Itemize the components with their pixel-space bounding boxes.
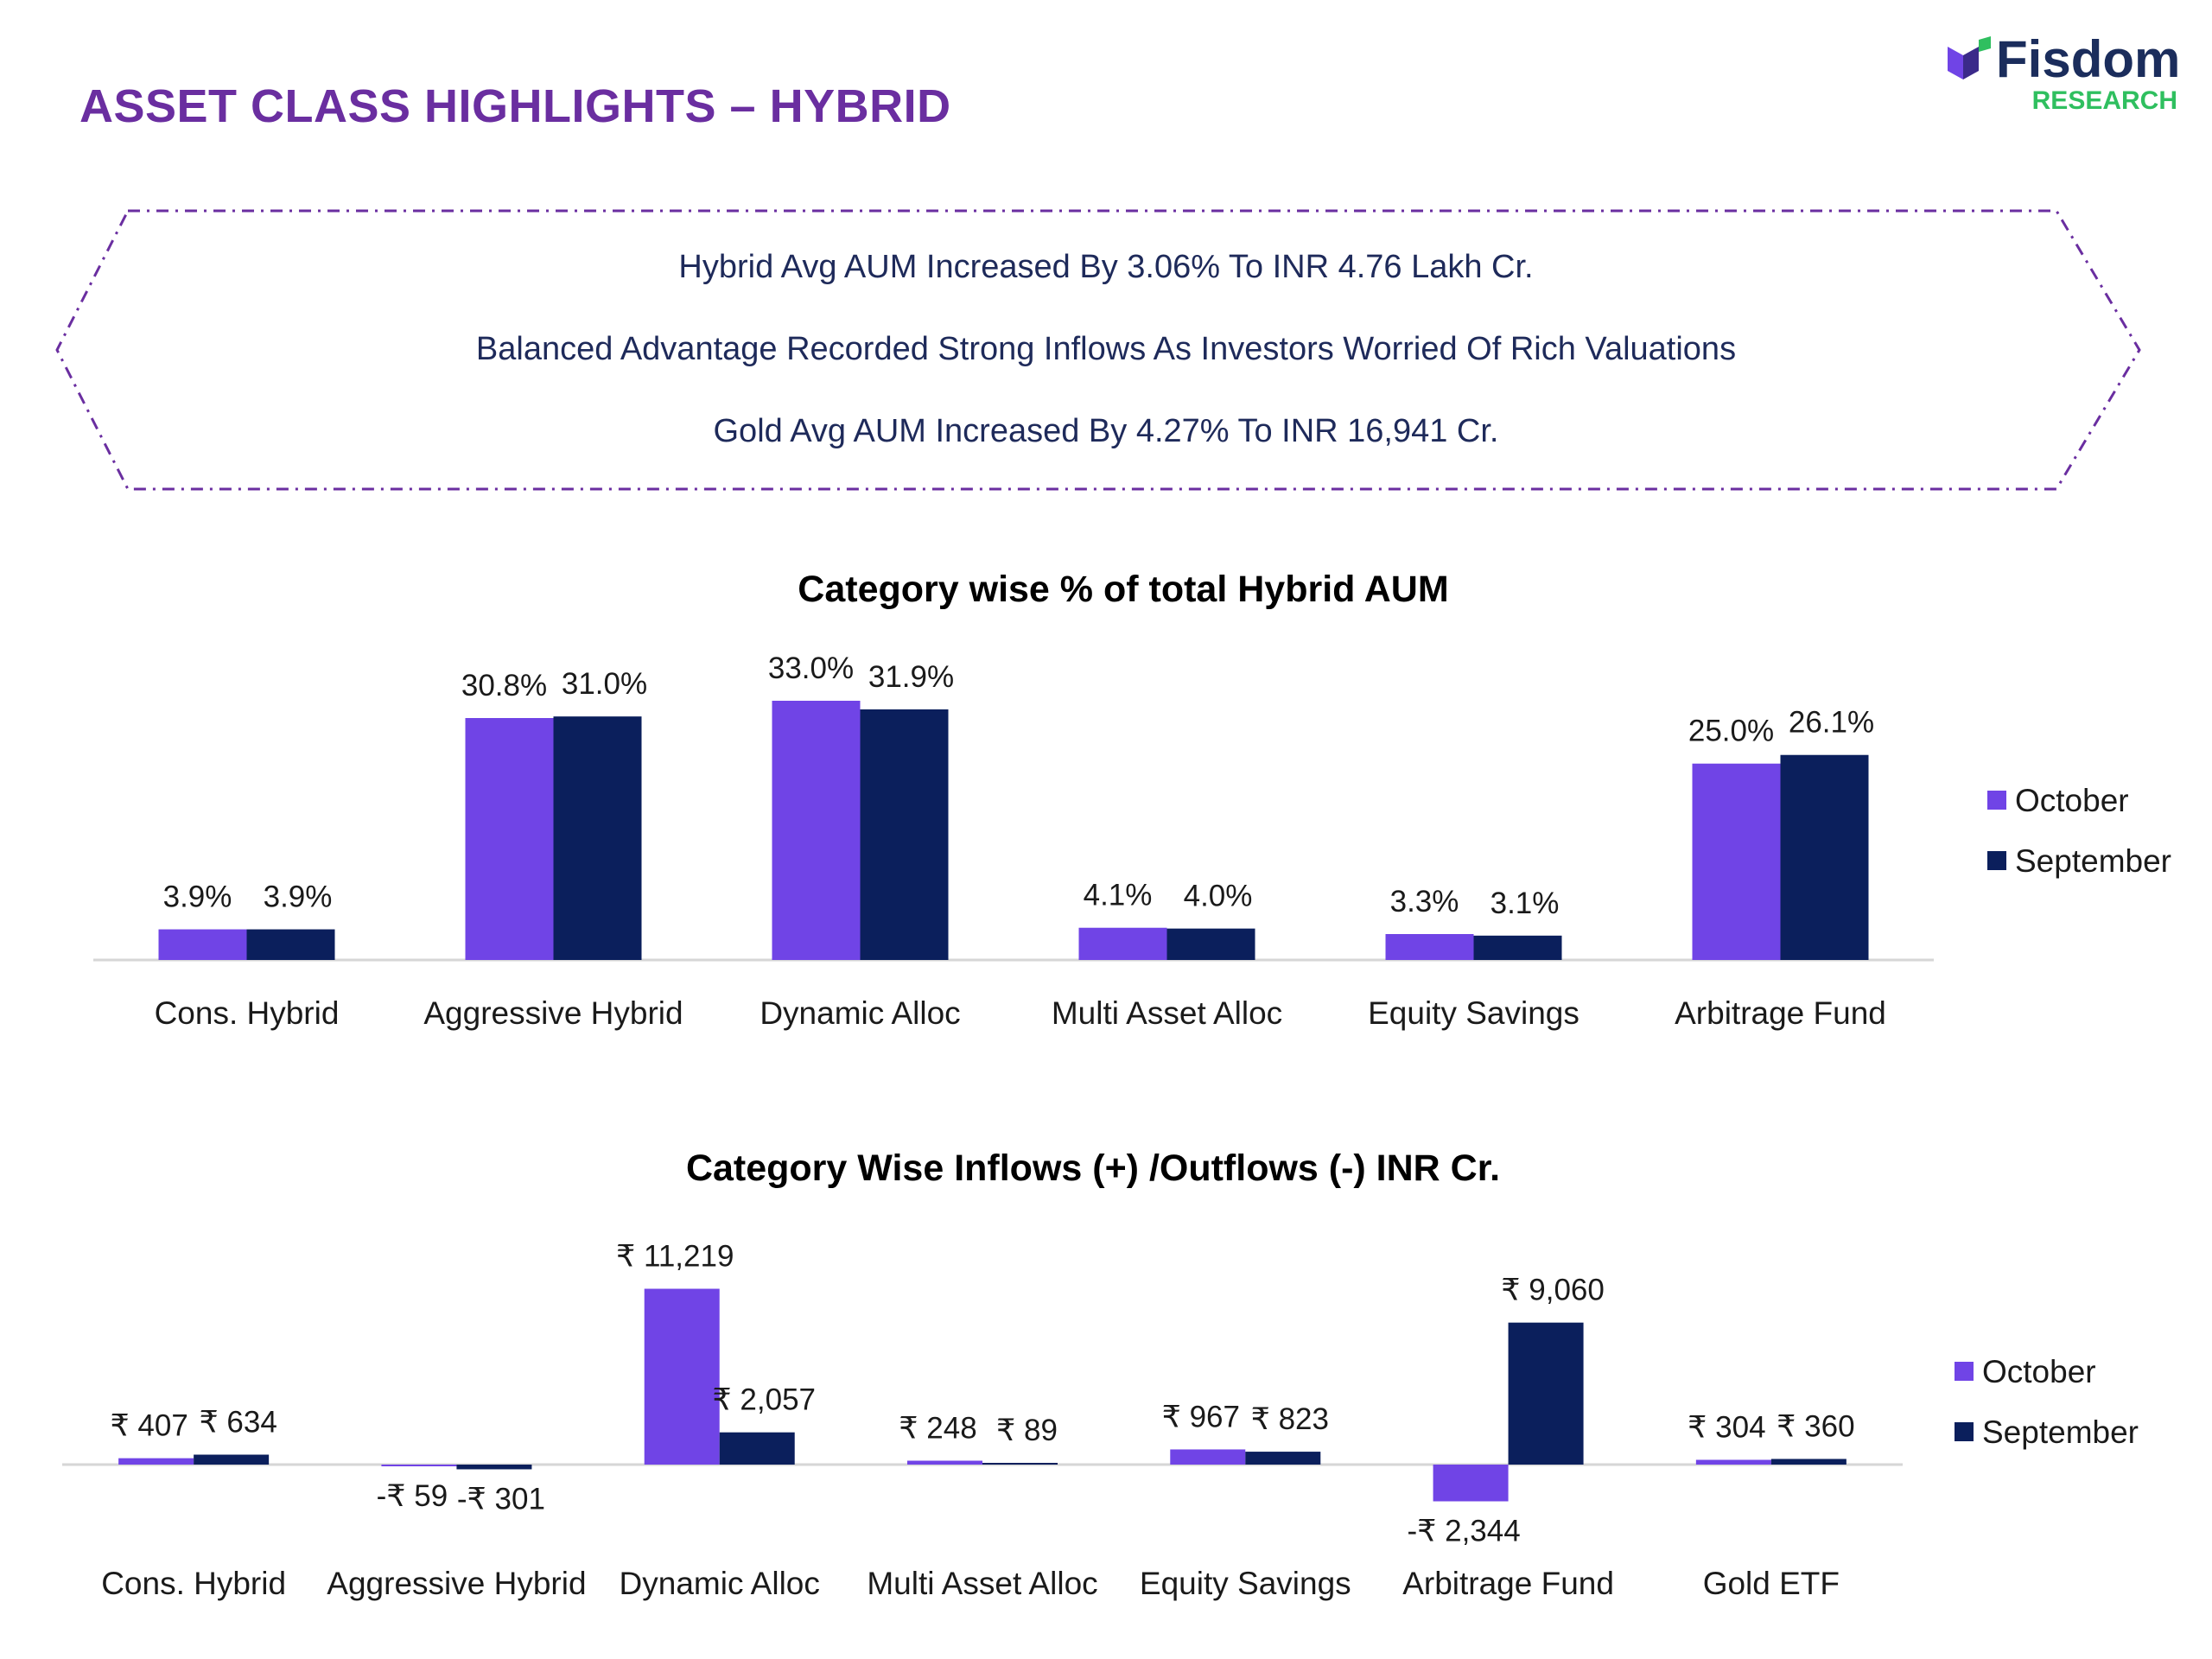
data-label: 33.0% bbox=[768, 652, 854, 685]
data-label: 25.0% bbox=[1688, 715, 1774, 748]
category-label: Dynamic Alloc bbox=[620, 1566, 820, 1601]
data-label: 4.1% bbox=[1084, 879, 1153, 912]
data-label: -₹ 2,344 bbox=[1407, 1515, 1520, 1548]
legend-swatch-september bbox=[1955, 1422, 1974, 1441]
category-label: Aggressive Hybrid bbox=[327, 1566, 586, 1601]
data-label: 3.1% bbox=[1491, 887, 1560, 920]
data-label: ₹ 407 bbox=[110, 1409, 188, 1443]
bar-october bbox=[772, 701, 861, 960]
bar-september bbox=[1780, 754, 1869, 960]
bar-september bbox=[456, 1465, 532, 1470]
legend-swatch-september bbox=[1987, 851, 2006, 870]
legend-label-october: October bbox=[2015, 783, 2129, 818]
category-label: Multi Asset Alloc bbox=[867, 1566, 1097, 1601]
data-label: 31.9% bbox=[868, 660, 954, 694]
legend-label-october: October bbox=[1982, 1354, 2096, 1389]
bar-october bbox=[1433, 1465, 1509, 1502]
bar-october bbox=[907, 1460, 982, 1465]
data-label: ₹ 304 bbox=[1688, 1410, 1765, 1444]
bar-october bbox=[1695, 1459, 1771, 1465]
bar-september bbox=[246, 929, 335, 960]
data-label: ₹ 967 bbox=[1162, 1400, 1240, 1433]
data-label: ₹ 11,219 bbox=[616, 1240, 734, 1274]
category-label: Aggressive Hybrid bbox=[423, 995, 683, 1031]
bar-september bbox=[1508, 1322, 1584, 1465]
category-label: Gold ETF bbox=[1703, 1566, 1840, 1601]
bar-october bbox=[1385, 934, 1474, 960]
chart-title: Category wise % of total Hybrid AUM bbox=[798, 569, 1448, 610]
aum-share-chart: Category wise % of total Hybrid AUM 3.9% 3… bbox=[93, 569, 2171, 1031]
legend-label-september: September bbox=[1982, 1414, 2139, 1450]
category-label: Equity Savings bbox=[1140, 1566, 1351, 1601]
category-label: Equity Savings bbox=[1368, 995, 1580, 1031]
data-label: ₹ 2,057 bbox=[712, 1383, 816, 1417]
logo-name: Fisdom bbox=[1996, 30, 2181, 88]
bar-october bbox=[158, 929, 247, 960]
category-label: Arbitrage Fund bbox=[1675, 995, 1886, 1031]
logo-subtitle: RESEARCH bbox=[2031, 86, 2177, 115]
data-label: 31.0% bbox=[562, 667, 647, 701]
category-label: Cons. Hybrid bbox=[101, 1566, 286, 1601]
data-label: ₹ 634 bbox=[199, 1406, 276, 1440]
page-title: ASSET CLASS HIGHLIGHTS – HYBRID bbox=[79, 80, 951, 132]
bar-september bbox=[1770, 1459, 1847, 1465]
bar-october bbox=[465, 718, 554, 960]
bar-september bbox=[1473, 935, 1562, 960]
data-label: -₹ 301 bbox=[457, 1482, 545, 1516]
data-label: -₹ 59 bbox=[377, 1479, 448, 1513]
bar-september bbox=[860, 709, 949, 960]
category-label: Multi Asset Alloc bbox=[1052, 995, 1282, 1031]
data-label: 26.1% bbox=[1789, 706, 1874, 740]
fisdom-logo: Fisdom RESEARCH bbox=[1944, 29, 2181, 124]
category-label: Dynamic Alloc bbox=[760, 995, 960, 1031]
data-label: ₹ 248 bbox=[899, 1412, 976, 1446]
bar-october bbox=[1170, 1449, 1246, 1465]
bar-september bbox=[194, 1454, 270, 1465]
bar-september bbox=[719, 1432, 795, 1465]
legend-label-september: September bbox=[2015, 843, 2171, 879]
data-label: ₹ 823 bbox=[1251, 1402, 1329, 1436]
data-label: ₹ 89 bbox=[996, 1414, 1058, 1447]
highlight-line-1: Hybrid Avg AUM Increased By 3.06% To INR… bbox=[678, 249, 1534, 285]
data-label: 30.8% bbox=[461, 669, 547, 702]
fisdom-logo-icon bbox=[1948, 36, 1991, 79]
legend-swatch-october bbox=[1955, 1362, 1974, 1381]
legend-swatch-october bbox=[1987, 791, 2006, 810]
category-label: Cons. Hybrid bbox=[155, 995, 340, 1031]
chart-title: Category Wise Inflows (+) /Outflows (-) … bbox=[686, 1147, 1500, 1189]
highlight-line-3: Gold Avg AUM Increased By 4.27% To INR 1… bbox=[713, 413, 1499, 449]
bar-september bbox=[553, 716, 642, 960]
data-label: 3.3% bbox=[1390, 885, 1459, 918]
data-label: ₹ 360 bbox=[1777, 1409, 1854, 1443]
data-label: ₹ 9,060 bbox=[1501, 1274, 1605, 1307]
inflow-outflow-chart: Category Wise Inflows (+) /Outflows (-) … bbox=[62, 1147, 2139, 1601]
data-label: 3.9% bbox=[163, 880, 232, 914]
data-label: 3.9% bbox=[264, 880, 333, 914]
bar-october bbox=[118, 1458, 194, 1465]
data-label: 4.0% bbox=[1184, 880, 1253, 913]
highlight-line-2: Balanced Advantage Recorded Strong Inflo… bbox=[475, 331, 1737, 367]
bar-september bbox=[982, 1463, 1058, 1465]
bar-september bbox=[1166, 928, 1255, 960]
bar-october bbox=[381, 1465, 457, 1466]
category-label: Arbitrage Fund bbox=[1402, 1566, 1614, 1601]
bar-october bbox=[644, 1288, 720, 1465]
bar-september bbox=[1245, 1452, 1321, 1465]
bar-october bbox=[1078, 927, 1167, 960]
bar-october bbox=[1692, 763, 1781, 960]
